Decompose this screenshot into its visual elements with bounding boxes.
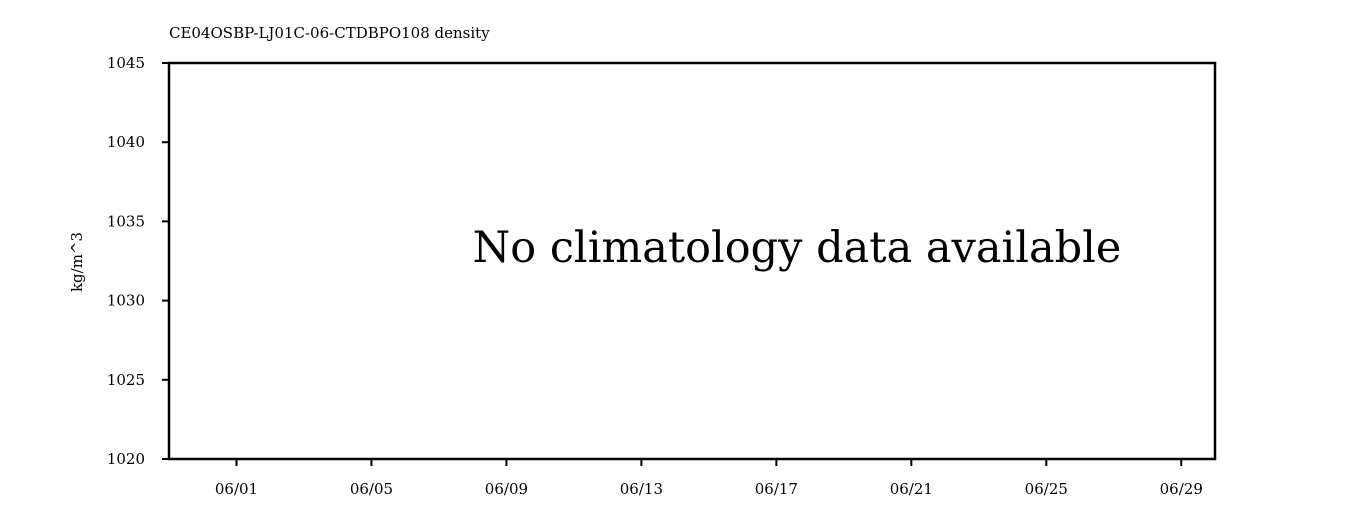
x-tick-label: 06/21	[890, 480, 933, 498]
plot-area-frame	[167, 61, 1217, 461]
y-tick-label: 1025	[107, 371, 145, 389]
y-axis-ticks: 1045 1040 1035 1030 1025 1020	[107, 54, 169, 468]
x-tick-label: 06/17	[755, 480, 798, 498]
y-tick-label: 1035	[107, 212, 145, 230]
y-tick-label: 1030	[107, 292, 145, 310]
x-tick-label: 06/25	[1025, 480, 1068, 498]
x-tick-label: 06/13	[620, 480, 663, 498]
no-data-annotation: No climatology data available	[473, 223, 1122, 273]
x-axis-ticks: 06/01 06/05 06/09 06/13 06/17 06/21 06/25 06/29	[215, 459, 1203, 498]
x-tick-label: 06/01	[215, 480, 258, 498]
y-tick-label: 1040	[107, 133, 145, 151]
x-tick-label: 06/29	[1160, 480, 1203, 498]
y-axis-label: kg/m^3	[68, 232, 86, 292]
y-tick-label: 1045	[107, 54, 145, 72]
chart-title: CE04OSBP-LJ01C-06-CTDBPO108 density	[169, 24, 490, 42]
x-tick-label: 06/09	[485, 480, 528, 498]
y-tick-label: 1020	[107, 450, 145, 468]
x-tick-label: 06/05	[350, 480, 393, 498]
